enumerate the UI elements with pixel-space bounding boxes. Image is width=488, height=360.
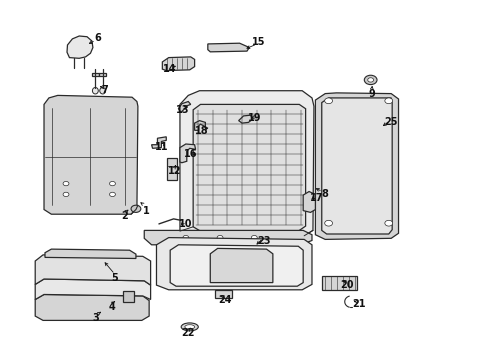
Text: 4: 4	[109, 302, 116, 312]
Text: 13: 13	[175, 105, 189, 115]
Circle shape	[367, 78, 373, 82]
Polygon shape	[321, 98, 391, 234]
Ellipse shape	[100, 87, 105, 94]
Text: 5: 5	[111, 273, 118, 283]
Circle shape	[183, 235, 188, 240]
Bar	[321, 276, 356, 290]
Text: 15: 15	[252, 37, 265, 48]
Polygon shape	[45, 249, 136, 258]
Polygon shape	[193, 104, 305, 231]
Text: 11: 11	[154, 142, 168, 152]
Text: 22: 22	[181, 328, 195, 338]
Text: 25: 25	[384, 117, 397, 127]
Bar	[92, 73, 99, 76]
Text: 16: 16	[183, 149, 197, 159]
Polygon shape	[180, 144, 195, 163]
Text: 20: 20	[340, 280, 353, 290]
Text: 7: 7	[102, 85, 108, 95]
Circle shape	[109, 192, 115, 197]
Polygon shape	[170, 245, 303, 286]
Circle shape	[109, 181, 115, 186]
Text: 1: 1	[143, 206, 150, 216]
Circle shape	[324, 98, 332, 104]
Polygon shape	[194, 121, 205, 130]
Polygon shape	[151, 137, 166, 148]
Circle shape	[324, 220, 332, 226]
Circle shape	[131, 205, 141, 212]
Polygon shape	[315, 93, 398, 239]
Text: 24: 24	[218, 294, 231, 305]
Polygon shape	[178, 102, 190, 112]
Text: 2: 2	[121, 211, 128, 221]
Circle shape	[217, 235, 223, 240]
Ellipse shape	[181, 323, 198, 331]
Text: 23: 23	[257, 236, 270, 246]
Polygon shape	[44, 95, 138, 214]
Polygon shape	[35, 294, 149, 320]
Circle shape	[251, 235, 257, 240]
Circle shape	[384, 98, 392, 104]
Polygon shape	[303, 192, 315, 212]
Circle shape	[364, 75, 376, 85]
Circle shape	[63, 181, 69, 186]
Text: 3: 3	[92, 312, 99, 323]
Text: 14: 14	[163, 64, 177, 74]
Text: 6: 6	[94, 33, 101, 43]
Text: 19: 19	[247, 113, 261, 123]
Polygon shape	[67, 36, 93, 58]
Bar	[215, 290, 232, 298]
Polygon shape	[35, 255, 150, 285]
Ellipse shape	[92, 87, 98, 94]
Polygon shape	[144, 230, 311, 245]
Text: 21: 21	[352, 299, 366, 309]
Bar	[123, 291, 134, 302]
Text: 17: 17	[309, 193, 323, 203]
Bar	[99, 73, 106, 76]
Polygon shape	[238, 115, 253, 123]
Text: 8: 8	[321, 189, 328, 199]
Polygon shape	[210, 248, 272, 283]
Polygon shape	[156, 238, 311, 290]
Bar	[167, 158, 177, 180]
Text: 18: 18	[194, 126, 208, 136]
Polygon shape	[162, 57, 194, 71]
Polygon shape	[207, 43, 249, 52]
Circle shape	[63, 192, 69, 197]
Ellipse shape	[184, 325, 194, 329]
Polygon shape	[35, 279, 150, 300]
Text: 9: 9	[367, 89, 374, 99]
Text: 10: 10	[179, 219, 192, 229]
Text: 12: 12	[168, 166, 182, 176]
Polygon shape	[180, 91, 313, 236]
Circle shape	[384, 220, 392, 226]
